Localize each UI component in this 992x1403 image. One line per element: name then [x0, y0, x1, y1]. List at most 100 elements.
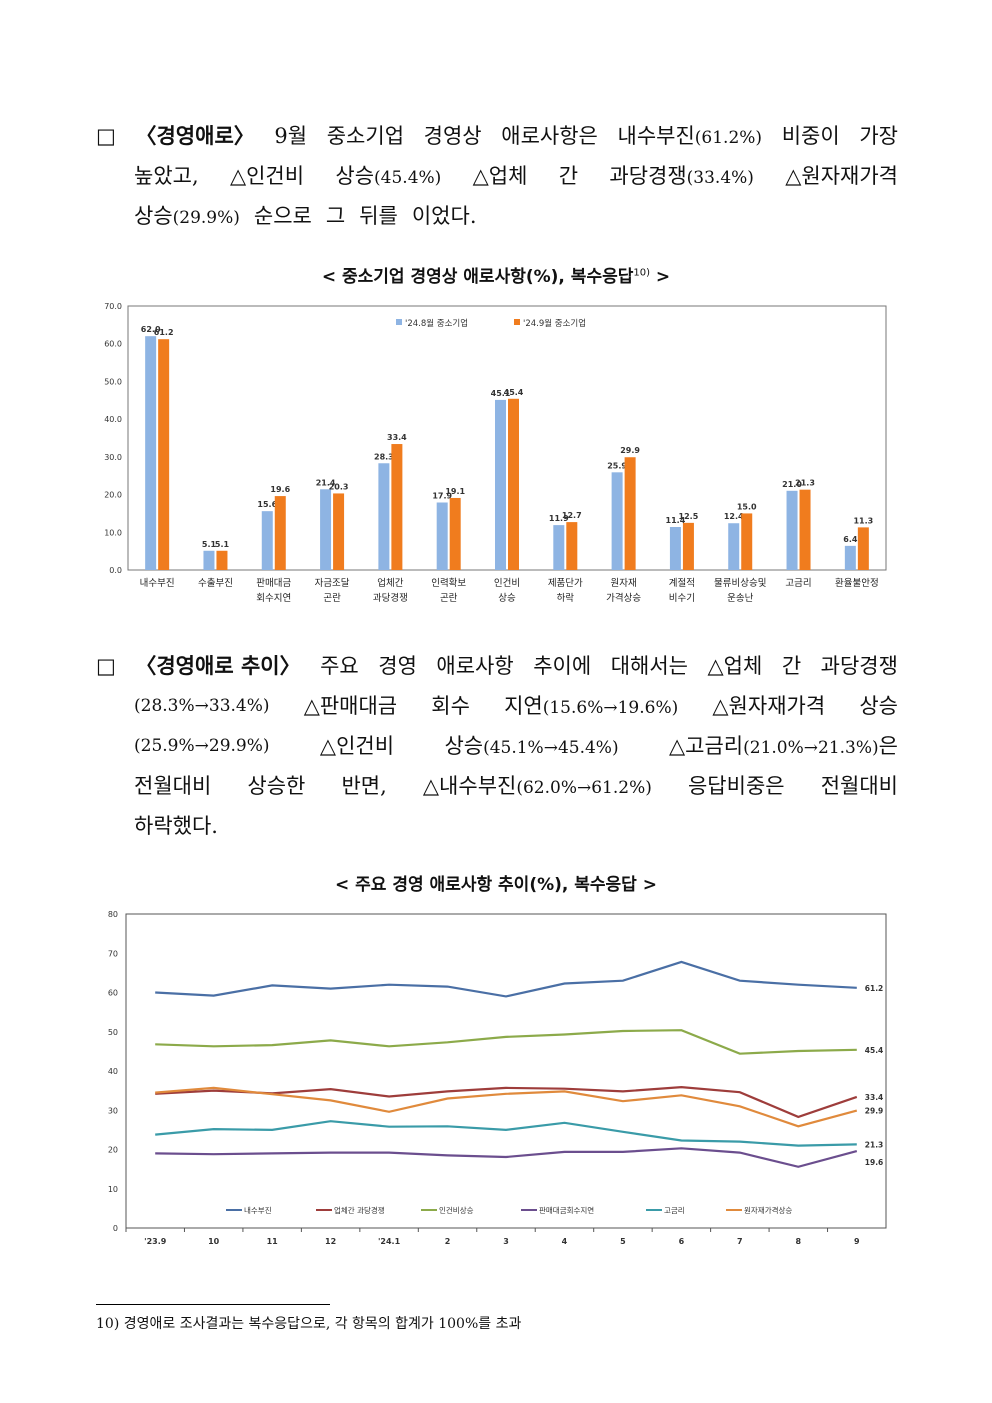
word: 높았고, — [134, 164, 199, 188]
y-tick-label: 0 — [113, 1224, 118, 1233]
word: 전월대비 — [134, 774, 212, 798]
word: 추이에 — [533, 654, 592, 678]
word: △원자재가격 — [712, 694, 826, 718]
footnote-ref: 10) — [633, 267, 651, 279]
word: 상승 — [444, 734, 484, 758]
bar — [203, 550, 215, 570]
bar — [624, 457, 636, 570]
word: △업체 — [707, 654, 763, 678]
heading-label: 〈경영애로〉 — [135, 124, 255, 148]
heading-label: 〈경영애로 추이〉 — [135, 654, 301, 678]
bar-data-label: 11.9 — [549, 514, 569, 523]
series-end-label: 21.3 — [865, 1140, 884, 1149]
x-tick-label: 회수지연 — [256, 593, 291, 604]
word: 전월대비 — [820, 774, 898, 798]
x-tick-label: 수출부진 — [198, 578, 233, 589]
percent: (45.4%) — [374, 168, 442, 188]
y-tick-label: 30 — [108, 1106, 118, 1115]
word: 비중이 — [781, 124, 840, 148]
bar-data-label: 62.0 — [141, 325, 161, 334]
y-tick-label: 10 — [108, 1185, 118, 1194]
word: 순으로 — [253, 204, 312, 228]
series-line — [155, 1086, 858, 1128]
bar — [553, 525, 565, 570]
bar-data-label: 15.0 — [737, 502, 757, 511]
para1-line2: 높았고, △인건비 상승(45.4%) △업체 간 과당경쟁(33.4%) △원… — [96, 156, 898, 196]
legend-swatch — [514, 319, 520, 325]
y-tick-label: 70 — [108, 949, 118, 958]
legend-label: 판매대금회수지연 — [539, 1206, 594, 1215]
word: △내수부진 — [422, 774, 517, 798]
word: 중소기업 — [326, 124, 405, 148]
bar — [857, 527, 869, 570]
bar — [566, 522, 578, 570]
word: △원자재가격 — [785, 164, 898, 188]
x-tick-label: 자금조달 — [315, 577, 350, 589]
series-line — [155, 1120, 857, 1147]
footnote: 10) 경영애로 조사결과는 복수응답으로, 각 항목의 합계가 100%를 초… — [96, 1316, 522, 1332]
x-tick-label: 상승 — [498, 593, 516, 604]
word: 과당경쟁 — [609, 164, 687, 188]
para1-line3: 상승(29.9%) 순으로 그 뒤를 이었다. — [96, 196, 898, 236]
series-end-label: 29.9 — [865, 1107, 884, 1116]
word: 주요 — [320, 654, 359, 678]
bar — [449, 497, 461, 570]
checkbox-square: □ — [96, 124, 116, 148]
x-tick-label: 7 — [737, 1237, 743, 1246]
bar-data-label: 45.1 — [491, 389, 511, 398]
series-end-label: 33.4 — [865, 1093, 884, 1102]
plot-area — [127, 305, 887, 571]
footnote-divider — [96, 1304, 330, 1305]
x-tick-label: 가격상승 — [606, 592, 641, 604]
word: 상승한 — [247, 774, 306, 798]
percent: (45.1%→45.4%) — [483, 738, 619, 758]
x-tick-label: 비수기 — [669, 593, 695, 604]
word: 그 — [325, 204, 346, 228]
bar-data-label: 20.3 — [329, 482, 349, 491]
x-tick-label: 곤란 — [440, 592, 458, 604]
bar — [786, 490, 798, 570]
x-tick-label: 환율불안정 — [835, 577, 879, 589]
bar-data-label: 12.7 — [562, 511, 582, 520]
bar-data-label: 5.1 — [202, 540, 217, 549]
y-tick-label: 60.0 — [104, 340, 122, 349]
bar-data-label: 33.4 — [387, 433, 407, 442]
word: 반면, — [341, 774, 387, 798]
x-tick-label: 하락 — [557, 592, 575, 604]
series-end-label: 45.4 — [865, 1046, 884, 1055]
y-tick-label: 30.0 — [104, 453, 122, 462]
bar-data-label: 17.9 — [432, 491, 452, 500]
series-line — [155, 1029, 857, 1055]
y-tick-label: 40 — [108, 1067, 118, 1076]
x-tick-label: 운송난 — [727, 593, 753, 604]
x-tick-label: 3 — [503, 1237, 509, 1246]
x-tick-label: 원자재 — [610, 578, 636, 589]
bar-data-label: 21.0 — [782, 480, 802, 489]
bar — [158, 339, 170, 570]
percent: (29.9%) — [172, 208, 240, 228]
percent: (21.0%→21.3%) — [743, 738, 879, 758]
bar-data-label: 12.4 — [724, 512, 744, 521]
bar — [669, 527, 681, 570]
y-tick-label: 70.0 — [104, 302, 122, 311]
percent: (25.9%→29.9%) — [134, 736, 270, 756]
bar-data-label: 6.4 — [843, 535, 858, 544]
word: 간 — [558, 164, 579, 188]
word: 상승 — [134, 204, 173, 228]
word: 회수 — [431, 694, 470, 718]
word: △업체 — [472, 164, 528, 188]
x-tick-label: 6 — [679, 1237, 685, 1246]
y-tick-label: 50.0 — [104, 377, 122, 386]
bar — [261, 511, 273, 570]
bar — [391, 444, 403, 570]
y-tick-label: 10.0 — [104, 528, 122, 537]
bar — [508, 398, 519, 570]
bar-data-label: 11.4 — [666, 516, 686, 525]
para1-line1: □ 〈경영애로〉 9월 중소기업 경영상 애로사항은 내수부진(61.2%) 비… — [96, 116, 898, 156]
y-tick-label: 0.0 — [109, 566, 122, 575]
percent: (15.6%→19.6%) — [542, 698, 679, 718]
x-tick-label: 물류비상승및 — [714, 577, 767, 589]
word: △인건비 — [319, 734, 395, 758]
legend-label: '24.8월 중소기업 — [405, 318, 468, 329]
bar-chart-business-difficulties: 0.0 10.0 20.0 30.0 40.0 50.0 60.0 70.0 62.061.2 내… — [104, 302, 887, 604]
